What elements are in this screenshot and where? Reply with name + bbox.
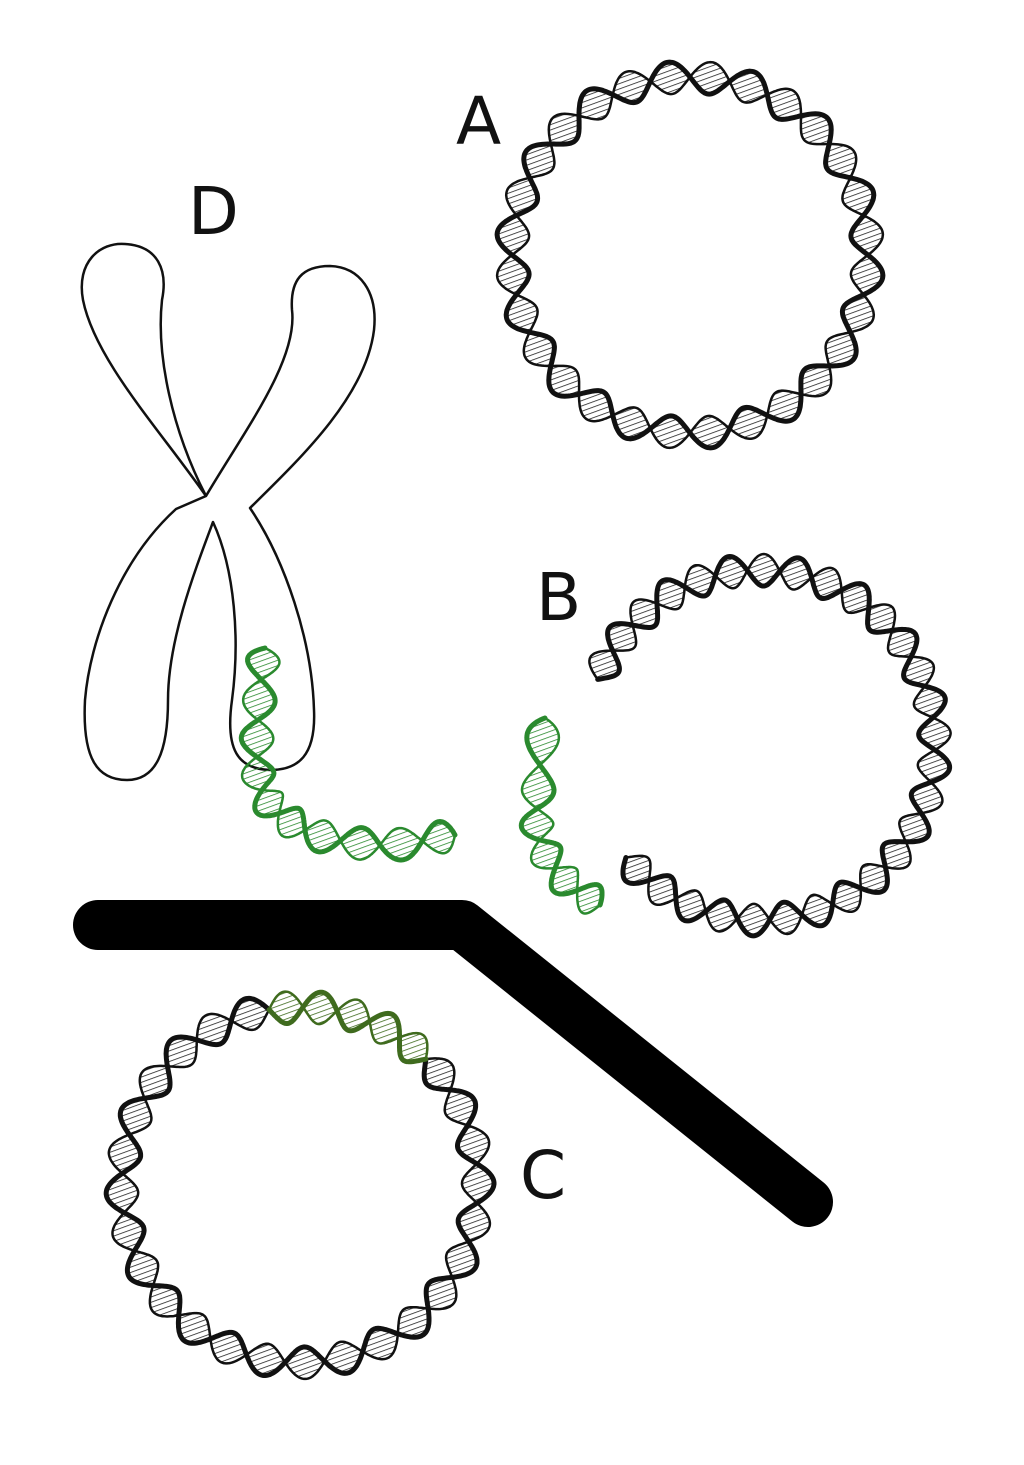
label-c: C [520,1137,566,1214]
gene-fragment-chromosome [238,645,458,863]
helix-strand [266,989,429,1065]
cut-plasmid-b-helix [588,552,953,939]
chromosome-d: D [80,173,376,782]
helix-strand [240,646,457,861]
helix-strand [103,995,497,1378]
helix-base-pairs [521,718,602,914]
plasmid-a: A [456,59,886,451]
process-arrow [73,900,833,1227]
gene-fragment-insert [518,715,605,915]
cut-plasmid-b: B [536,552,953,939]
helix-base-pairs [241,648,455,860]
helix-base-pairs [589,554,951,936]
helix-strand [107,1008,492,1381]
recombinant-plasmid-c: C [103,989,566,1381]
helix-strand [238,645,458,863]
label-a: A [456,83,501,160]
chromosome-outline [80,242,376,782]
helix-base-pairs [269,991,428,1062]
plasmid-a-helix [494,59,886,451]
helix-strand [520,716,602,915]
recombinant-plasmid-c-helix [103,989,497,1381]
label-d: D [188,173,239,250]
helix-strand [267,990,429,1061]
helix-strand [495,60,885,450]
label-b: B [536,559,581,636]
helix-base-pairs [497,62,883,448]
helix-strand [588,552,952,936]
